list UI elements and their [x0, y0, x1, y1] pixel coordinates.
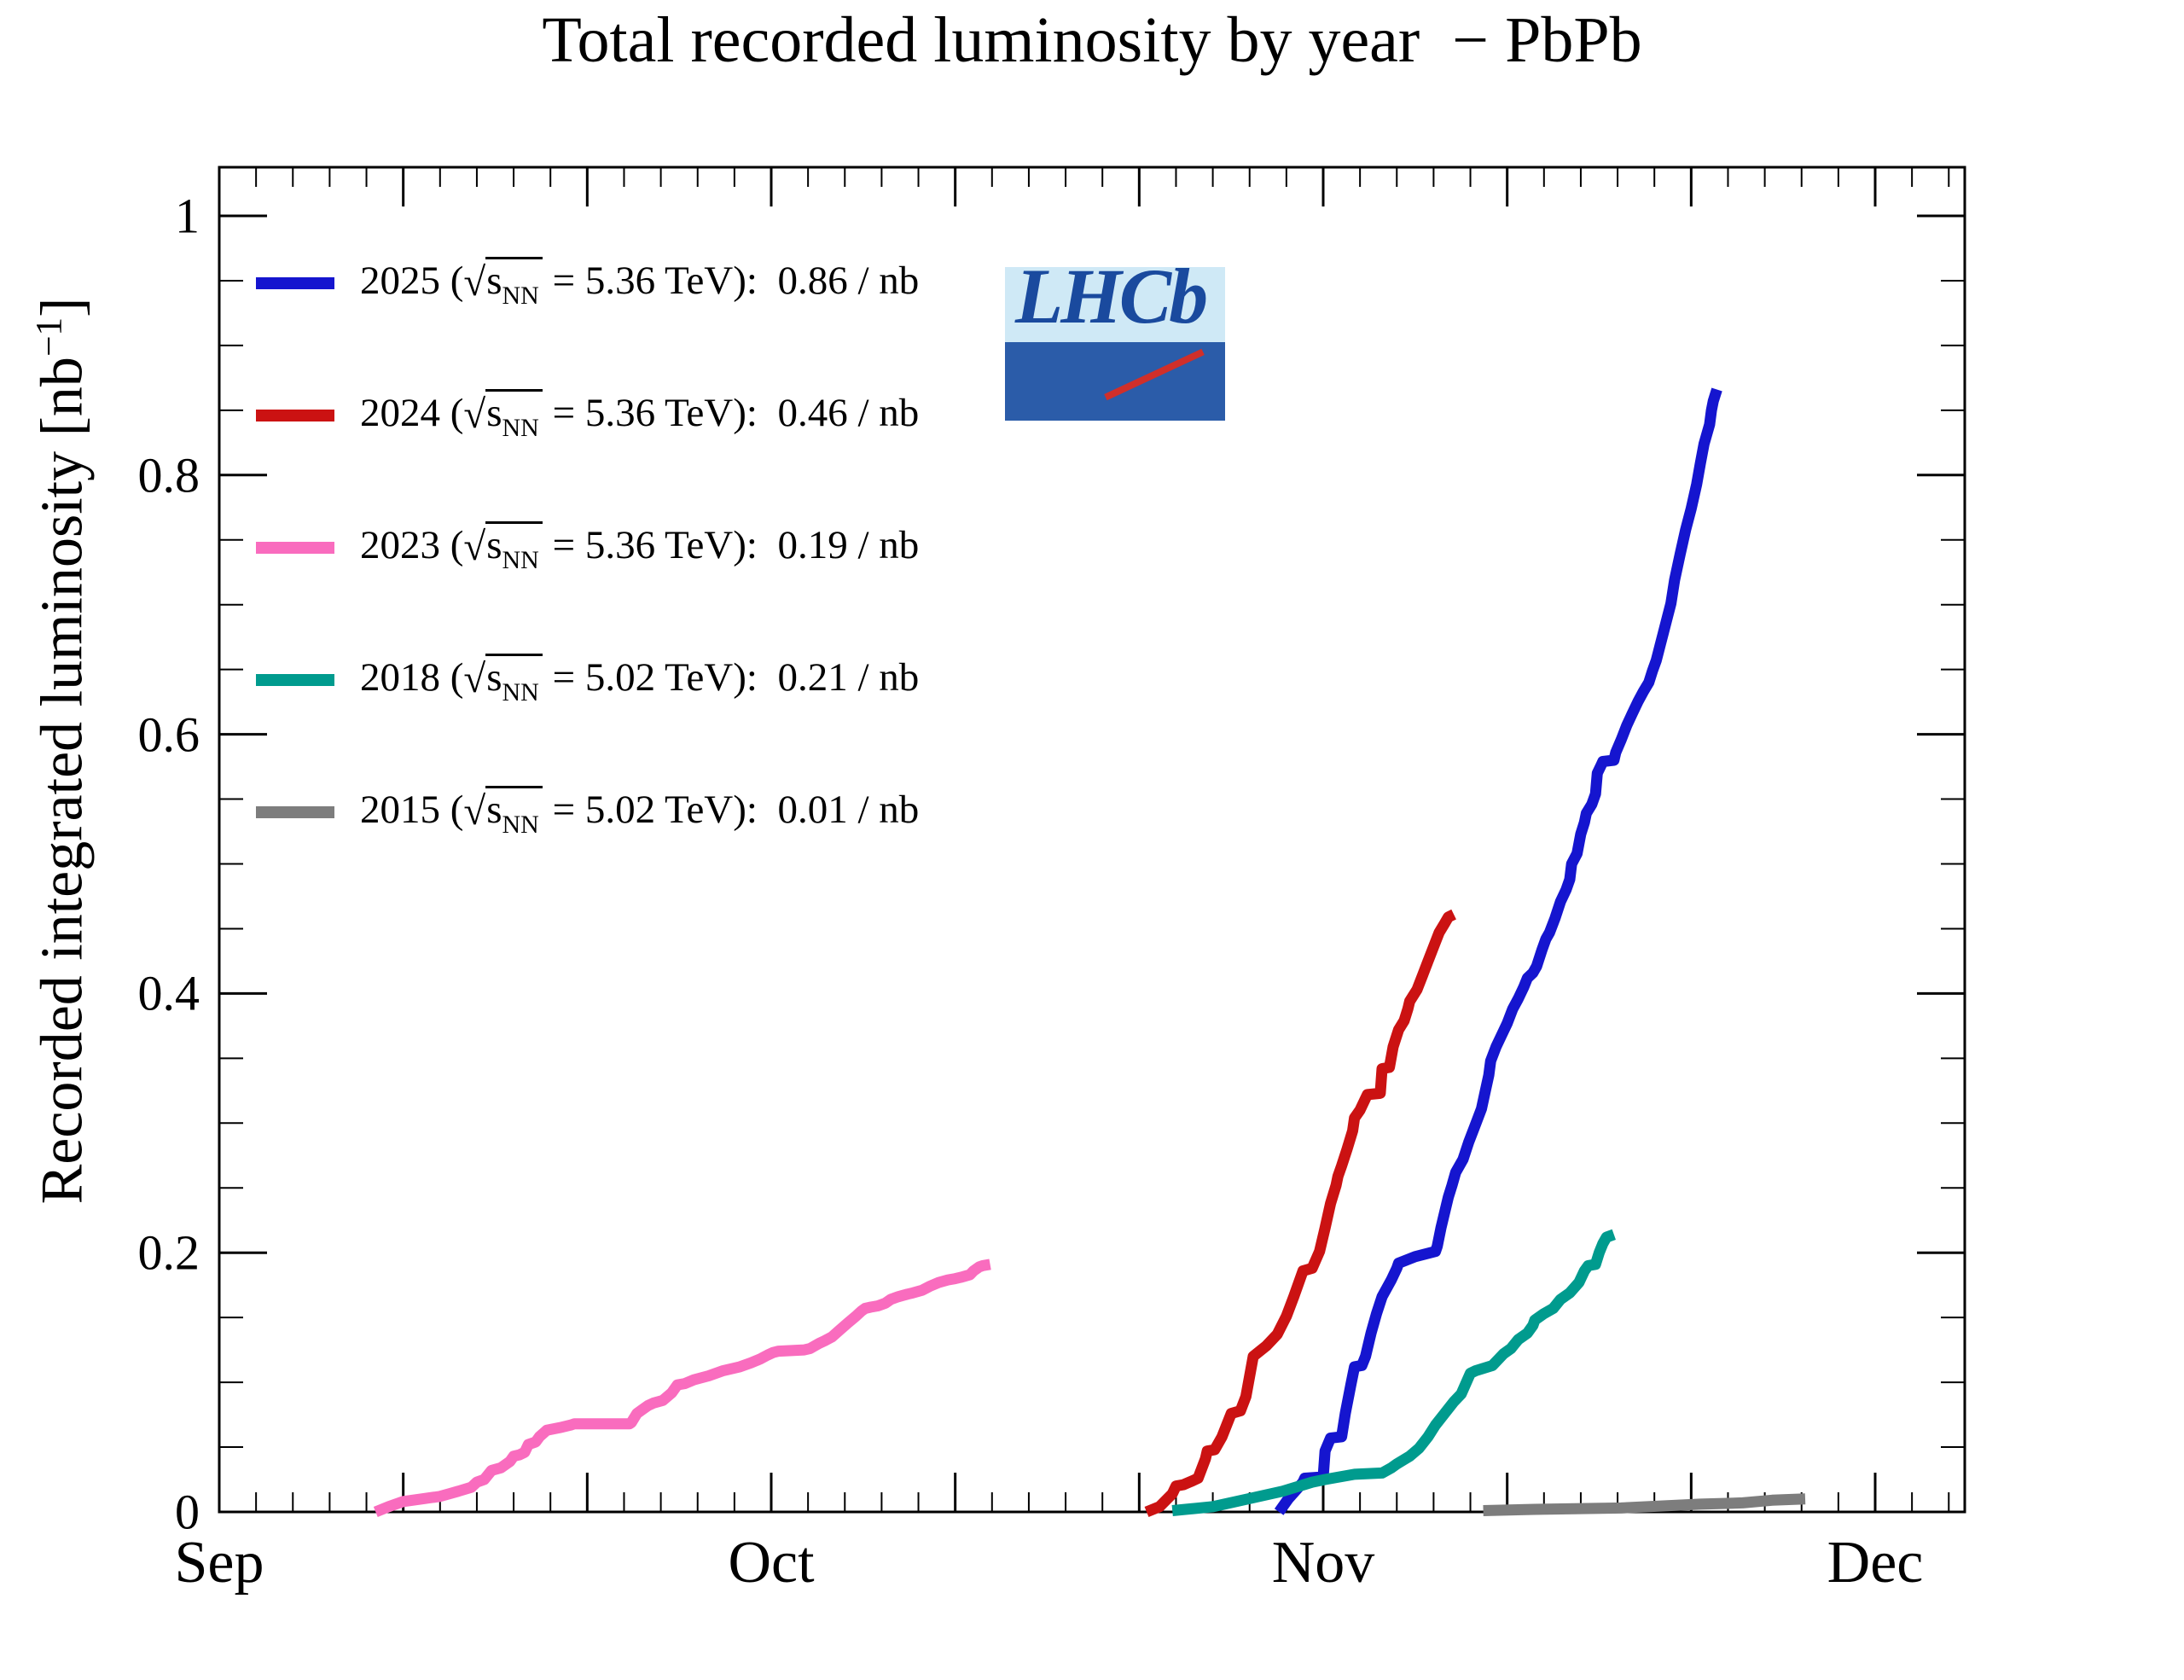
- sqrt-icon: √: [463, 392, 486, 438]
- chart-title: Total recorded luminosity by year − PbPb: [542, 4, 1642, 76]
- legend-row-2025: 2025 (√sNN = 5.36 TeV): 0.86 / nb: [256, 249, 919, 317]
- series-line-2018: [1171, 1229, 1616, 1516]
- x-tick-label-sep: Sep: [174, 1530, 264, 1596]
- lhcb-logo-text: LHCb: [1015, 267, 1208, 340]
- legend-swatch-2018: [256, 674, 334, 686]
- sqrt-icon: √: [463, 260, 486, 305]
- y-tick-label-0.2: 0.2: [137, 1224, 200, 1281]
- sqrt-icon: √: [463, 657, 486, 702]
- legend-swatch-2015: [256, 806, 334, 818]
- x-tick-label-nov: Nov: [1271, 1530, 1375, 1596]
- y-axis-title-close: ]: [29, 297, 96, 317]
- series-line-2024: [1144, 909, 1456, 1518]
- legend-swatch-2025: [256, 277, 334, 289]
- legend-row-2023: 2023 (√sNN = 5.36 TeV): 0.19 / nb: [256, 514, 919, 582]
- series-line-2015: [1483, 1493, 1806, 1516]
- lhcb-logo: LHCb LHCb: [1005, 267, 1225, 421]
- y-axis-title-sup: −1: [28, 317, 70, 358]
- series-line-2025: [1274, 387, 1722, 1515]
- legend-label-2025: 2025 (√sNN = 5.36 TeV): 0.86 / nb: [360, 257, 920, 311]
- lhcb-logo-reflection: LHCb: [1015, 408, 1205, 421]
- lhcb-logo-top-band: [1005, 267, 1225, 342]
- plot-frame: [218, 166, 1966, 1514]
- legend-label-2018: 2018 (√sNN = 5.02 TeV): 0.21 / nb: [360, 654, 920, 707]
- sqrt-icon: √: [463, 789, 486, 834]
- legend-swatch-2023: [256, 542, 334, 554]
- y-tick-label-0.4: 0.4: [137, 965, 200, 1021]
- y-tick-label-0: 0: [175, 1484, 200, 1540]
- y-tick-label-0.6: 0.6: [137, 706, 200, 763]
- legend-row-2018: 2018 (√sNN = 5.02 TeV): 0.21 / nb: [256, 646, 919, 714]
- y-tick-label-1: 1: [175, 188, 200, 244]
- legend-label-2024: 2024 (√sNN = 5.36 TeV): 0.46 / nb: [360, 389, 920, 443]
- x-tick-label-dec: Dec: [1827, 1530, 1924, 1596]
- sqrt-icon: √: [463, 525, 486, 570]
- legend-label-2015: 2015 (√sNN = 5.02 TeV): 0.01 / nb: [360, 786, 920, 840]
- legend-row-2015: 2015 (√sNN = 5.02 TeV): 0.01 / nb: [256, 778, 919, 846]
- legend-swatch-2024: [256, 410, 334, 421]
- legend-row-2024: 2024 (√sNN = 5.36 TeV): 0.46 / nb: [256, 381, 919, 450]
- y-tick-label-0.8: 0.8: [137, 447, 200, 503]
- x-tick-label-oct: Oct: [728, 1530, 815, 1596]
- series-line-2023: [373, 1259, 991, 1518]
- legend-label-2023: 2023 (√sNN = 5.36 TeV): 0.19 / nb: [360, 521, 920, 575]
